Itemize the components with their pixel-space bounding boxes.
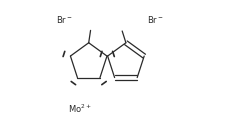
Text: Br$^-$: Br$^-$ (147, 14, 164, 25)
Text: Br$^-$: Br$^-$ (57, 14, 73, 25)
Text: Mo$^{2+}$: Mo$^{2+}$ (68, 103, 91, 115)
